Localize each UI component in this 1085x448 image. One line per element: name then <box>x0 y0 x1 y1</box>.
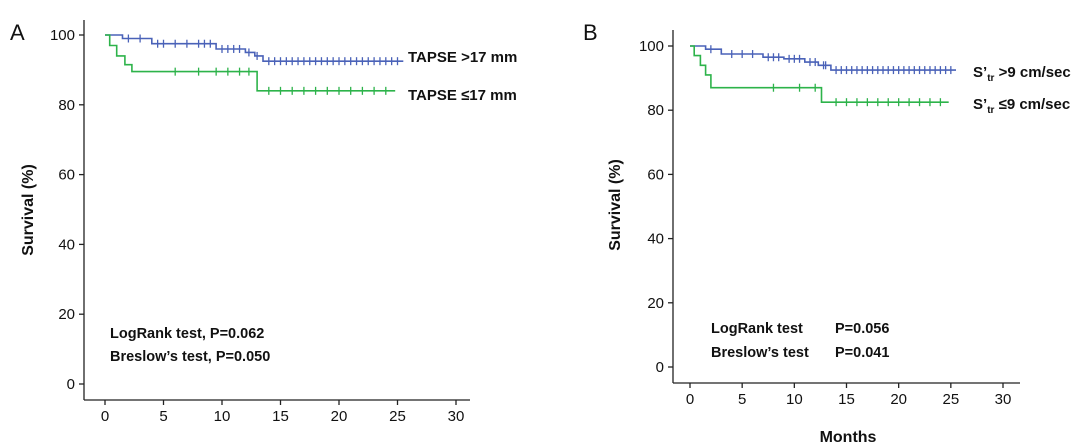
y-tick-label: 0 <box>656 359 664 376</box>
x-tick-label: 5 <box>159 408 167 425</box>
x-tick-label: 0 <box>101 408 109 425</box>
survival-curve-series-0 <box>690 45 956 71</box>
panel-b-y-ticks: 0 20 40 60 80 100 <box>639 38 673 376</box>
survival-curve-series-1 <box>690 45 949 103</box>
x-tick-label: 15 <box>838 391 855 408</box>
x-tick-label: 10 <box>214 408 231 425</box>
x-tick-label: 10 <box>786 391 803 408</box>
panel-a-y-axis-label: Survival (%) <box>20 164 37 256</box>
x-tick-label: 30 <box>448 408 465 425</box>
panel-b-x-axis-label: Months <box>820 429 877 446</box>
x-tick-label: 25 <box>389 408 406 425</box>
y-tick-label: 20 <box>58 306 75 323</box>
panel-b-breslow-value: P=0.041 <box>835 345 889 361</box>
x-tick-label: 15 <box>272 408 289 425</box>
x-tick-label: 0 <box>686 391 694 408</box>
panel-a-legend-tapse-high: TAPSE >17 mm <box>408 49 517 66</box>
x-tick-label: 25 <box>942 391 959 408</box>
panel-a: A 0 20 40 60 80 100 0 5 10 15 20 25 30 Survival (%)… <box>10 20 517 425</box>
panel-b-letter: B <box>583 20 598 45</box>
y-tick-label: 60 <box>647 166 664 183</box>
y-tick-label: 100 <box>50 27 75 44</box>
panel-b: B 0 20 40 60 80 100 0 5 10 15 20 25 30 Survival (%)… <box>583 20 1071 446</box>
panel-a-curves <box>105 34 404 95</box>
panel-b-x-ticks: 0 5 10 15 20 25 30 <box>686 383 1012 408</box>
y-tick-label: 80 <box>647 102 664 119</box>
panel-a-letter: A <box>10 20 25 45</box>
y-tick-label: 20 <box>647 295 664 312</box>
panel-b-y-axis-label: Survival (%) <box>607 159 624 251</box>
y-tick-label: 40 <box>58 236 75 253</box>
panel-b-legend-str-high: S’tr >9 cm/sec <box>973 64 1071 84</box>
panel-a-legend-tapse-low: TAPSE ≤17 mm <box>408 87 517 104</box>
panel-b-curves <box>690 45 956 107</box>
survival-curve-series-0 <box>105 34 404 63</box>
y-tick-label: 80 <box>58 97 75 114</box>
survival-curve-series-1 <box>105 34 396 92</box>
panel-b-breslow-label: Breslow’s test <box>711 345 809 361</box>
x-tick-label: 5 <box>738 391 746 408</box>
x-tick-label: 30 <box>995 391 1012 408</box>
panel-b-legend-str-low: S’tr ≤9 cm/sec <box>973 96 1070 116</box>
panel-a-x-ticks: 0 5 10 15 20 25 30 <box>101 400 465 425</box>
panel-b-logrank-label: LogRank test <box>711 321 803 337</box>
x-tick-label: 20 <box>331 408 348 425</box>
x-tick-label: 20 <box>890 391 907 408</box>
panel-a-breslow-note: Breslow’s test, P=0.050 <box>110 349 270 365</box>
y-tick-label: 0 <box>67 376 75 393</box>
panel-a-y-ticks: 0 20 40 60 80 100 <box>50 27 84 393</box>
y-tick-label: 60 <box>58 167 75 184</box>
panel-b-logrank-value: P=0.056 <box>835 321 889 337</box>
y-tick-label: 40 <box>647 231 664 248</box>
y-tick-label: 100 <box>639 38 664 55</box>
panel-a-logrank-note: LogRank test, P=0.062 <box>110 326 264 342</box>
